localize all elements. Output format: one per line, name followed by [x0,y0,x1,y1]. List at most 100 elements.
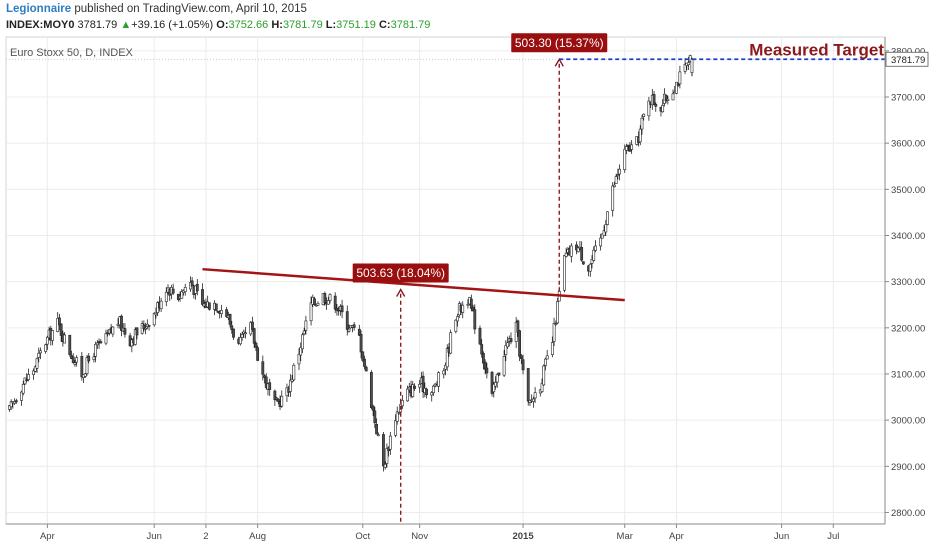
candle-body [661,104,665,113]
candle-body [397,412,401,414]
candles [8,54,694,472]
candle-body [376,434,380,437]
close-label: C: [378,19,391,31]
y-tick-label: 3800.00 [891,46,925,57]
candle-body [495,373,499,383]
author-link[interactable]: Legionnaire [6,3,72,15]
high-value: 3781.79 [282,19,323,31]
candle-body [504,345,508,355]
candle-body [87,355,91,362]
candle-body [542,365,546,386]
candle-body [261,361,265,375]
candle-body [369,372,373,408]
candle-body [299,347,303,356]
candle-body [254,342,258,348]
candle-body [599,237,603,247]
candle-body [485,367,489,374]
candle-body [59,323,63,336]
candle-body [195,283,199,292]
candle-body [239,337,242,345]
candle-body [276,399,280,402]
candle-body [13,401,17,404]
candle-body [63,334,67,344]
y-tick-label: 3600.00 [891,139,925,150]
candle-body [359,334,363,353]
candle-body [328,294,332,301]
trendline [202,267,625,302]
candle-body [594,245,597,251]
candle-body [37,352,41,358]
candle-body [471,306,475,312]
candle-body [345,311,349,330]
candle-body [494,382,497,387]
candle-body [406,388,409,402]
x-tick-label: Jul [827,531,839,542]
candle-body [611,185,615,211]
candle-body [678,71,682,85]
last-price-badge-label: 3781.79 [891,55,925,66]
candle-body [292,364,296,381]
candle-body [483,361,487,370]
candle-body [373,410,377,424]
candle-body [531,398,535,402]
candle-body [647,100,651,117]
candle-body [228,313,232,325]
measure-1-box [352,263,449,283]
candle-body [652,94,656,105]
candle-body [502,356,506,376]
candle-body [482,353,485,364]
candle-body [592,249,596,261]
close-value: 3781.79 [390,19,431,31]
candle-body [664,95,668,102]
candle-body [357,328,361,336]
candle-body [604,224,608,233]
candle-body [32,370,35,375]
candle-body [626,144,630,147]
candle-body [563,255,566,291]
candle-body [304,320,308,331]
y-tick-label: 3500.00 [891,185,925,196]
candle-body [201,289,204,305]
candle-body [552,322,556,342]
candle-body [683,63,687,72]
candle-body [630,144,634,150]
candle-body [625,146,628,151]
candle-body [58,317,61,326]
candle-body [83,373,87,377]
candle-body [540,383,544,392]
candle-body [340,305,344,313]
candle-body [444,364,447,370]
candle-body [654,103,658,107]
candle-body [550,342,554,355]
last-price-badge [885,51,929,67]
candle-body [533,392,537,399]
candle-body [214,303,218,311]
x-tick-label: Jun [774,531,789,542]
candle-body [413,385,416,389]
candle-body [142,324,146,329]
last-price: 3781.79 [77,19,118,31]
candle-body [442,370,446,375]
candle-body [519,355,523,359]
candle-body [687,62,690,66]
candle-body [190,280,194,287]
candle-body [590,259,594,264]
candle-body [244,332,247,335]
candle-body [556,301,559,324]
candle-body [388,435,392,450]
candle-body [27,374,30,380]
candle-body [421,375,425,393]
candle-body [430,392,434,396]
candle-body [606,211,609,225]
candle-body [492,384,496,393]
candle-body [316,302,320,306]
candle-body [152,313,156,326]
high-label: H: [271,19,283,31]
x-tick-label: Apr [40,531,55,542]
candle-body [240,334,244,338]
candle-body [671,93,675,101]
candle-body [375,424,378,435]
candle-body [352,324,356,328]
